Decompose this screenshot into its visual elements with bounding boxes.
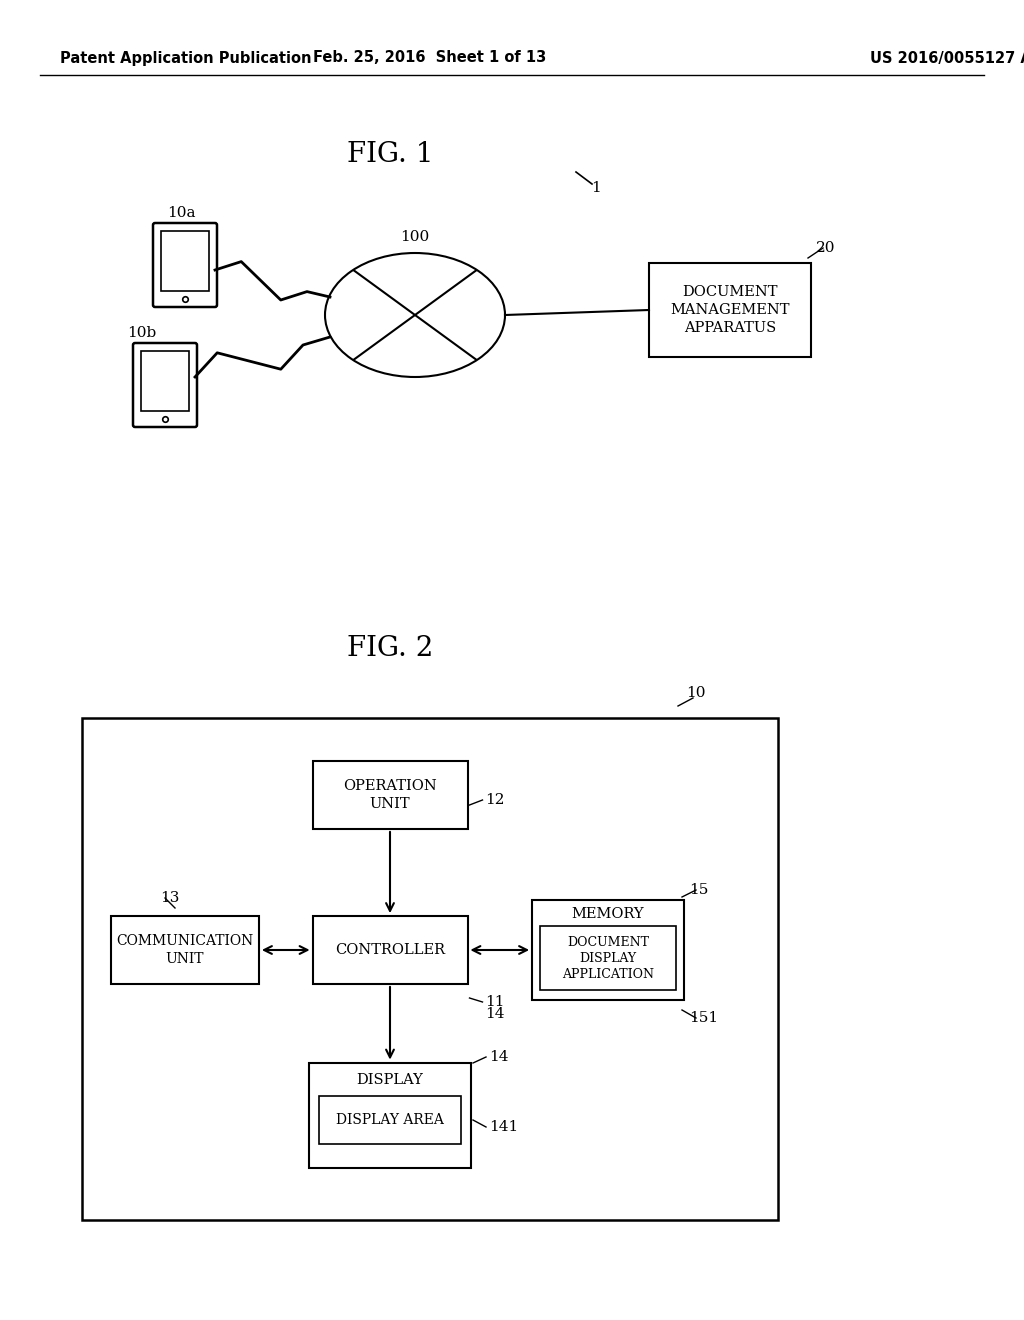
Text: DOCUMENT
DISPLAY
APPLICATION: DOCUMENT DISPLAY APPLICATION — [562, 936, 654, 981]
Bar — [82, 718, 778, 1220]
Text: 151: 151 — [689, 1011, 718, 1026]
Text: 141: 141 — [489, 1119, 518, 1134]
Bar — [532, 900, 684, 1001]
Text: 10b: 10b — [127, 326, 157, 341]
Text: DOCUMENT
MANAGEMENT
APPARATUS: DOCUMENT MANAGEMENT APPARATUS — [671, 285, 790, 335]
Bar — [649, 263, 811, 356]
Text: CONTROLLER: CONTROLLER — [335, 942, 445, 957]
Text: 10: 10 — [686, 686, 706, 700]
Bar — [312, 916, 468, 983]
Bar — [141, 351, 189, 411]
Text: MEMORY: MEMORY — [571, 907, 644, 921]
Text: 20: 20 — [816, 242, 836, 255]
Text: 14: 14 — [489, 1049, 509, 1064]
Bar — [161, 231, 209, 290]
Bar — [540, 927, 676, 990]
Bar — [312, 762, 468, 829]
Text: 15: 15 — [689, 883, 709, 898]
Text: 12: 12 — [485, 793, 505, 807]
FancyBboxPatch shape — [133, 343, 197, 426]
Text: 1: 1 — [591, 181, 601, 195]
Text: COMMUNICATION
UNIT: COMMUNICATION UNIT — [117, 933, 254, 966]
Text: DISPLAY: DISPLAY — [356, 1072, 424, 1086]
Text: 11: 11 — [485, 995, 505, 1008]
Text: 100: 100 — [400, 230, 430, 244]
Bar — [319, 1096, 461, 1143]
Bar — [309, 1063, 471, 1167]
Text: US 2016/0055127 A1: US 2016/0055127 A1 — [870, 50, 1024, 66]
Text: FIG. 1: FIG. 1 — [347, 141, 433, 169]
Text: Patent Application Publication: Patent Application Publication — [60, 50, 311, 66]
Text: 13: 13 — [160, 891, 179, 906]
FancyBboxPatch shape — [153, 223, 217, 308]
Text: DISPLAY AREA: DISPLAY AREA — [336, 1113, 444, 1126]
Ellipse shape — [325, 253, 505, 378]
Text: FIG. 2: FIG. 2 — [347, 635, 433, 661]
Text: OPERATION
UNIT: OPERATION UNIT — [343, 779, 437, 812]
Bar — [111, 916, 259, 983]
Text: 10a: 10a — [167, 206, 196, 220]
Text: Feb. 25, 2016  Sheet 1 of 13: Feb. 25, 2016 Sheet 1 of 13 — [313, 50, 547, 66]
Text: 14: 14 — [485, 1007, 505, 1020]
